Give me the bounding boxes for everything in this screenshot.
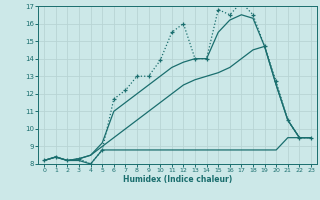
- X-axis label: Humidex (Indice chaleur): Humidex (Indice chaleur): [123, 175, 232, 184]
